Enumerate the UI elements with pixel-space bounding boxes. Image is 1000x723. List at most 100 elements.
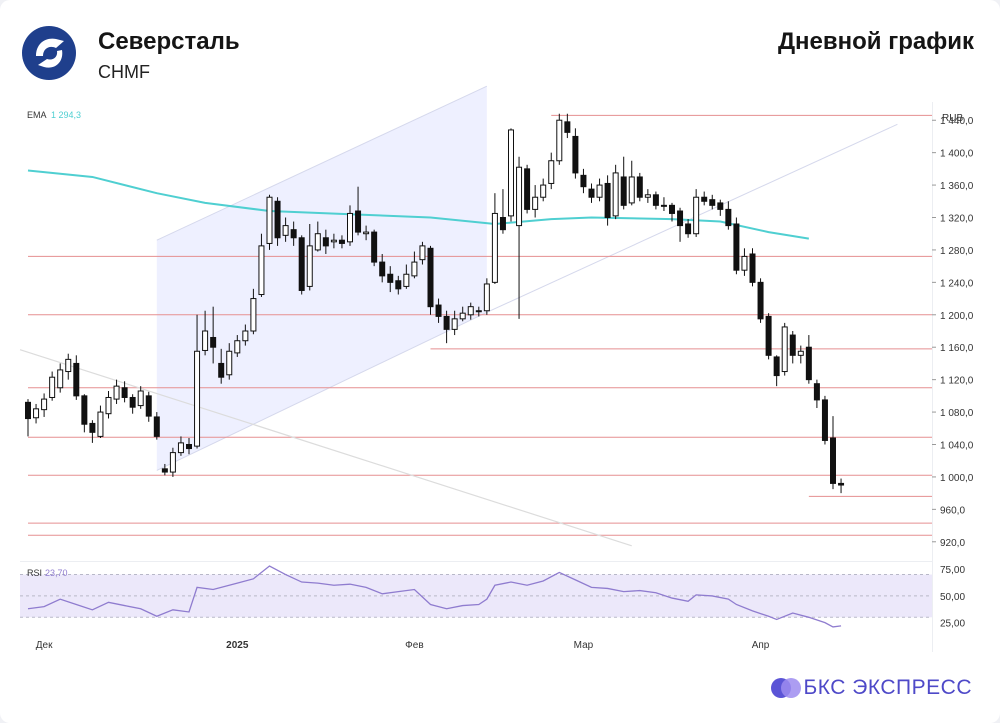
candle-body [250,298,257,332]
candle-body [129,396,136,408]
candle-body [258,245,265,296]
candle-body [805,346,812,381]
candle-body [105,396,112,415]
candle-body [838,482,845,486]
candle-body [81,395,88,425]
price-channel [156,85,898,471]
rsi-panel: 75,00 50,00 25,00 [20,565,965,630]
candle-body [371,231,378,263]
candle-body [483,283,490,312]
price-tick-label: 1 440,0 [940,116,974,127]
candle-body [443,315,450,330]
candle-body [693,196,700,235]
candle-body [725,208,732,227]
candle-body [572,135,579,174]
candle-body [218,362,225,378]
price-tick-label: 1 160,0 [940,343,974,354]
candle-body [652,194,659,206]
candle-body [580,174,587,188]
candle-body [459,312,466,320]
candle-body [709,199,716,206]
candle-body [644,194,651,198]
candle-body [194,350,201,447]
candle-body [532,196,539,210]
candle-body [781,326,788,373]
candle-body [290,229,297,239]
candle-body [717,202,724,210]
ema-line-group [27,169,810,240]
candle-body [395,280,402,290]
channel-extension-line [486,123,898,313]
price-axis: 1 440,0 1 400,0 1 360,0 1 320,0 1 280,0 1 240… [932,116,974,549]
rsi-tick-label: 75,00 [940,565,965,576]
candle-body [282,225,289,236]
candle-body [596,184,603,198]
candle-body [57,369,64,389]
rsi-value: 23,70 [45,568,68,578]
candle-body [435,304,442,317]
candles [25,113,845,494]
downtrend-line [19,349,632,547]
brand-text: БКС ЭКСПРЕСС [803,676,972,699]
company-logo-icon [22,26,76,80]
candle-body [41,398,48,411]
candle-body [73,362,80,397]
candle-body [97,411,104,437]
candle-body [749,253,756,283]
candle-body [548,160,555,184]
candle-body [564,121,571,133]
price-tick-label: 1 400,0 [940,149,974,160]
price-tick-label: 1 040,0 [940,441,974,452]
candle-body [604,182,611,218]
time-tick-label: Апр [752,640,770,651]
candle-body [306,245,313,287]
candle-body [491,212,498,283]
price-tick-label: 1 280,0 [940,246,974,257]
trendline-group [19,349,632,547]
candle-body [177,442,184,454]
candle-body [411,261,418,277]
candle-body [137,390,144,407]
candle-body [467,306,474,316]
candle-body [419,245,426,261]
candle-body [669,204,675,214]
candle-body [628,176,635,204]
time-tick-label: 2025 [226,640,249,651]
candle-body [733,223,740,271]
candle-body [121,387,128,398]
currency-label: RUB [942,113,963,124]
time-tick-label: Фев [405,640,423,651]
candle-body [338,239,345,244]
candle-body [588,188,595,198]
candle-body [741,255,748,271]
price-tick-label: 1 080,0 [940,408,974,419]
candle-body [813,383,820,401]
candle-body [830,437,836,484]
candle-body [773,356,780,377]
candle-body [330,239,337,243]
candle-body [660,204,667,207]
channel-fill [156,86,487,471]
company-name: Северсталь [98,28,240,55]
candle-body [113,385,120,400]
brand: БКС ЭКСПРЕСС [770,676,972,700]
candle-body [612,172,619,217]
candle-body [620,176,627,206]
candle-body [153,416,160,437]
header: Северсталь CHMF Дневной график [0,0,1000,100]
candle-body [524,168,531,210]
candle-body [274,200,281,239]
candle-body [765,315,772,356]
candle-body [65,358,72,373]
candle-body [322,237,329,247]
chart-kind-title: Дневной график [777,28,974,55]
candle-body [387,273,394,283]
candle-body [298,237,305,291]
price-tick-label: 1 360,0 [940,181,974,192]
candle-body [636,176,643,198]
price-tick-label: 920,0 [940,538,965,549]
panel-divider [20,561,932,562]
time-tick-label: Мар [574,640,594,651]
candle-body [242,330,249,342]
